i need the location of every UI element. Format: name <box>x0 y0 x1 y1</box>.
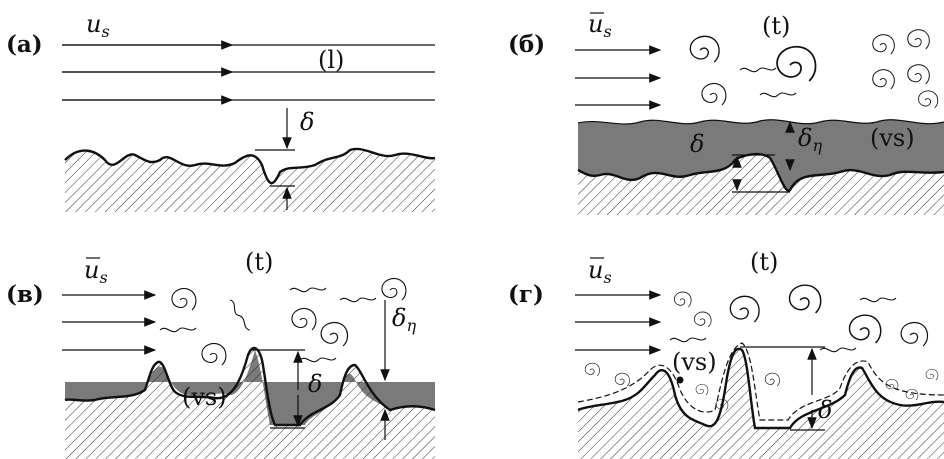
subscript: s <box>99 268 107 287</box>
symbol: u <box>588 10 603 38</box>
symbol: δ <box>392 304 406 332</box>
panel-label: (г) <box>508 281 544 308</box>
hatched-wall <box>65 348 435 459</box>
sublayer-label: δη <box>392 304 416 335</box>
thickness-label: δ <box>300 108 314 136</box>
panel-c: (в) us (t) δ δη (vs) <box>6 248 436 459</box>
velocity-label: us <box>84 256 108 287</box>
velocity-label: us <box>588 10 612 41</box>
thickness-label: δ <box>308 370 322 398</box>
eddies <box>159 278 407 366</box>
hatched-wall <box>578 348 944 459</box>
hatched-wall <box>578 154 944 215</box>
sublayer-edge <box>577 342 944 421</box>
panel-a: (а) us (l) δ <box>6 10 436 212</box>
panel-label: (б) <box>508 31 545 58</box>
panel-d: (г) us (t) δ (vs) <box>508 248 944 459</box>
subscript: s <box>603 22 611 41</box>
thickness-marker <box>732 120 795 193</box>
subscript: η <box>406 316 416 335</box>
hatched-wall <box>65 148 435 212</box>
thickness-marker <box>250 300 390 440</box>
rough-surface <box>64 147 436 185</box>
region-label: (vs) <box>672 348 717 376</box>
symbol: δ <box>798 124 812 152</box>
panel-label: (а) <box>6 31 43 58</box>
thickness-label: δ <box>818 396 832 424</box>
region-label: (vs) <box>870 124 915 152</box>
thickness-label: δ <box>690 130 704 158</box>
thickness-marker <box>255 108 295 210</box>
symbol: u <box>84 256 99 284</box>
subscript: s <box>603 268 611 287</box>
flow-lines <box>62 40 435 105</box>
regime-label: (t) <box>750 248 778 276</box>
velocity-label: us <box>588 256 612 287</box>
subscript: s <box>101 22 109 41</box>
regime-label: (t) <box>245 248 273 276</box>
flow-arrows <box>575 290 662 355</box>
viscous-sublayer <box>578 119 944 191</box>
region-label: (vs) <box>182 383 227 411</box>
marker-dot <box>676 376 684 384</box>
symbol: u <box>86 10 101 38</box>
subscript: η <box>812 136 822 155</box>
thickness-marker <box>740 346 825 431</box>
panel-label: (в) <box>6 281 44 308</box>
rough-surface <box>64 346 436 427</box>
velocity-label: us <box>86 10 110 41</box>
regime-label: (l) <box>318 46 344 74</box>
rough-surface <box>577 347 944 430</box>
flow-arrows <box>62 290 157 355</box>
sublayer-label: δη <box>798 124 822 155</box>
panel-b: (б) us (t) δ δη (vs) <box>508 10 944 215</box>
regime-label: (t) <box>762 12 790 40</box>
sublayer-edge <box>577 119 944 125</box>
eddies <box>689 29 939 109</box>
symbol: u <box>588 256 603 284</box>
